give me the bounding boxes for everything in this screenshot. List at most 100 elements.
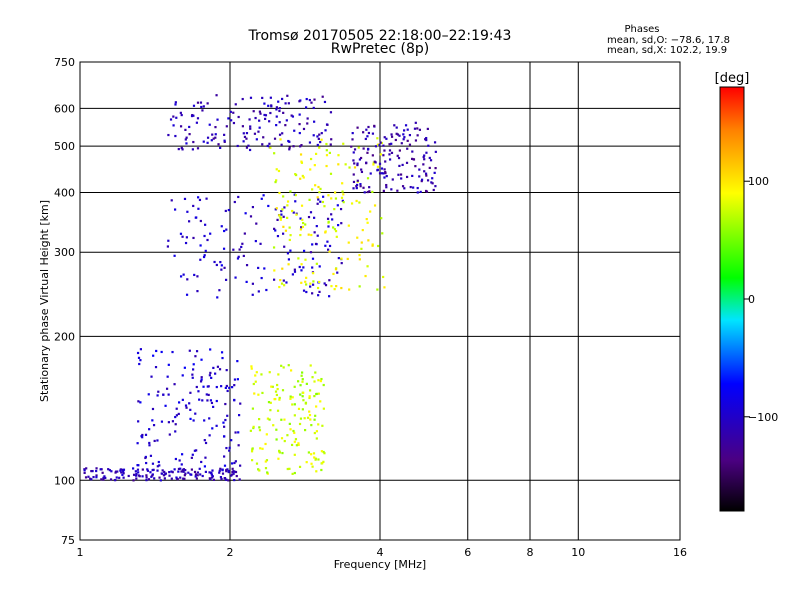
data-point <box>165 387 169 390</box>
data-point <box>360 241 363 244</box>
data-point <box>376 244 380 248</box>
data-point <box>147 478 151 481</box>
data-point <box>379 141 382 144</box>
data-point <box>340 257 343 260</box>
data-point <box>278 398 281 401</box>
data-point <box>353 148 357 151</box>
data-point <box>175 407 178 410</box>
data-point <box>319 187 322 191</box>
data-point <box>174 430 177 433</box>
data-point <box>278 191 281 195</box>
data-point <box>299 384 302 387</box>
data-point <box>269 146 272 149</box>
data-point <box>310 453 313 456</box>
data-point <box>309 418 312 421</box>
data-point <box>250 450 254 453</box>
data-point <box>266 472 269 475</box>
data-point <box>90 469 93 473</box>
data-point <box>231 473 234 476</box>
data-point <box>414 165 417 168</box>
data-point <box>199 244 202 247</box>
data-point <box>202 140 205 143</box>
data-point <box>224 209 227 213</box>
data-point <box>281 97 284 101</box>
data-point <box>305 290 308 294</box>
data-point <box>186 210 189 213</box>
data-point <box>326 248 330 251</box>
data-point <box>280 213 283 216</box>
data-point <box>196 101 200 104</box>
data-point <box>157 390 160 393</box>
data-point <box>382 154 385 157</box>
data-point <box>341 199 344 202</box>
data-point <box>278 109 281 113</box>
data-point <box>95 474 98 477</box>
data-point <box>432 188 435 192</box>
data-point <box>425 138 428 142</box>
data-point <box>380 141 383 145</box>
data-point <box>273 227 276 230</box>
data-point <box>103 475 106 478</box>
data-point <box>324 284 328 287</box>
data-point <box>179 111 182 114</box>
data-point <box>313 120 316 123</box>
data-point <box>300 161 304 164</box>
data-point <box>306 117 309 120</box>
data-point <box>328 295 331 298</box>
data-point <box>158 464 161 467</box>
data-point <box>396 133 400 136</box>
data-point <box>390 188 393 191</box>
data-point <box>412 186 415 189</box>
data-point <box>288 238 291 242</box>
data-point <box>334 268 338 271</box>
data-point <box>426 179 430 182</box>
data-point <box>293 403 296 406</box>
data-point <box>430 181 433 184</box>
data-point <box>219 467 222 470</box>
data-point <box>368 190 371 193</box>
data-point <box>341 190 344 193</box>
y-tick-labels: 75 100 200 300 400 500 600 750 <box>54 56 75 547</box>
data-point <box>204 470 207 473</box>
data-point <box>277 457 280 460</box>
data-point <box>273 137 277 140</box>
data-point <box>230 119 233 122</box>
data-point <box>232 472 235 475</box>
data-point <box>313 456 316 459</box>
data-point <box>198 198 202 202</box>
data-point <box>376 144 379 147</box>
data-point <box>352 187 355 190</box>
data-point <box>315 405 318 408</box>
data-point <box>195 477 198 480</box>
data-point <box>286 252 290 255</box>
data-point <box>359 185 362 188</box>
data-point <box>405 161 409 164</box>
data-point <box>243 232 246 235</box>
data-point <box>223 140 226 143</box>
data-point <box>314 242 318 246</box>
data-point <box>188 125 191 129</box>
data-point <box>321 95 324 98</box>
data-point <box>167 393 170 396</box>
data-point <box>356 162 359 165</box>
data-point <box>313 98 316 101</box>
data-point <box>369 172 372 175</box>
data-point <box>368 186 371 189</box>
y-tick-label: 200 <box>54 330 75 343</box>
data-point <box>238 248 241 251</box>
data-point <box>180 146 183 150</box>
data-point <box>371 132 375 135</box>
data-point <box>411 174 414 178</box>
data-point <box>434 150 437 153</box>
data-point <box>164 472 168 475</box>
data-point <box>245 137 248 140</box>
data-point <box>192 114 195 117</box>
data-point <box>197 390 200 393</box>
data-point <box>350 202 354 205</box>
data-point <box>228 386 231 389</box>
data-point <box>309 157 313 161</box>
data-point <box>141 475 144 478</box>
data-point <box>320 377 323 381</box>
data-point <box>181 374 184 377</box>
data-point <box>381 172 384 175</box>
